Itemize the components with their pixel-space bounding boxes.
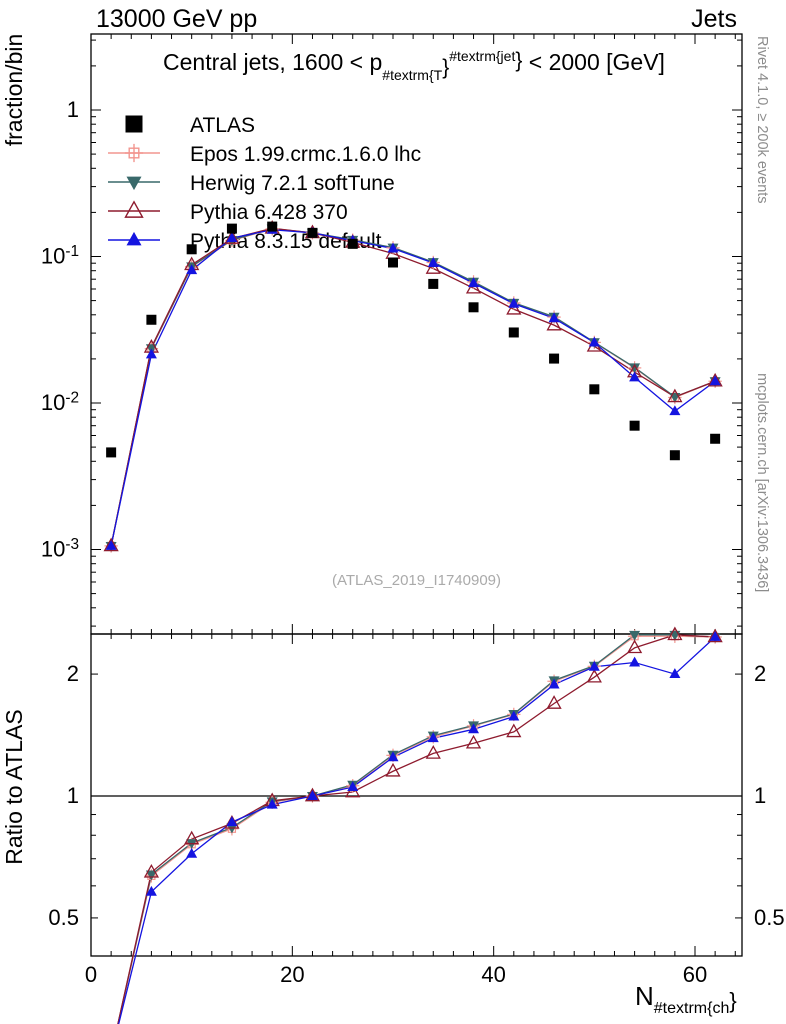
svg-text:ATLAS: ATLAS	[190, 114, 255, 137]
svg-text:fraction/bin: fraction/bin	[1, 34, 27, 147]
svg-text:1: 1	[754, 783, 766, 808]
svg-text:2: 2	[754, 661, 766, 686]
svg-text:20: 20	[280, 962, 304, 987]
svg-text:Herwig 7.2.1 softTune: Herwig 7.2.1 softTune	[190, 172, 395, 195]
svg-text:Rivet 4.1.0, ≥ 200k events: Rivet 4.1.0, ≥ 200k events	[754, 36, 770, 204]
svg-text:2: 2	[67, 661, 79, 686]
svg-text:60: 60	[683, 962, 707, 987]
svg-text:Pythia 6.428 370: Pythia 6.428 370	[190, 201, 348, 224]
svg-text:Jets: Jets	[691, 5, 737, 33]
svg-text:Ratio to ATLAS: Ratio to ATLAS	[1, 709, 27, 865]
svg-text:(ATLAS_2019_I1740909): (ATLAS_2019_I1740909)	[332, 572, 501, 589]
svg-text:Epos 1.99.crmc.1.6.0 lhc: Epos 1.99.crmc.1.6.0 lhc	[190, 143, 421, 166]
svg-text:40: 40	[481, 962, 505, 987]
svg-text:0.5: 0.5	[48, 905, 79, 930]
svg-text:1: 1	[67, 783, 79, 808]
svg-text:0: 0	[85, 962, 97, 987]
svg-text:13000 GeV pp: 13000 GeV pp	[96, 5, 257, 33]
svg-text:0.5: 0.5	[754, 905, 785, 930]
svg-text:1: 1	[67, 97, 79, 122]
svg-text:mcplots.cern.ch [arXiv:1306.34: mcplots.cern.ch [arXiv:1306.3436]	[754, 373, 770, 592]
